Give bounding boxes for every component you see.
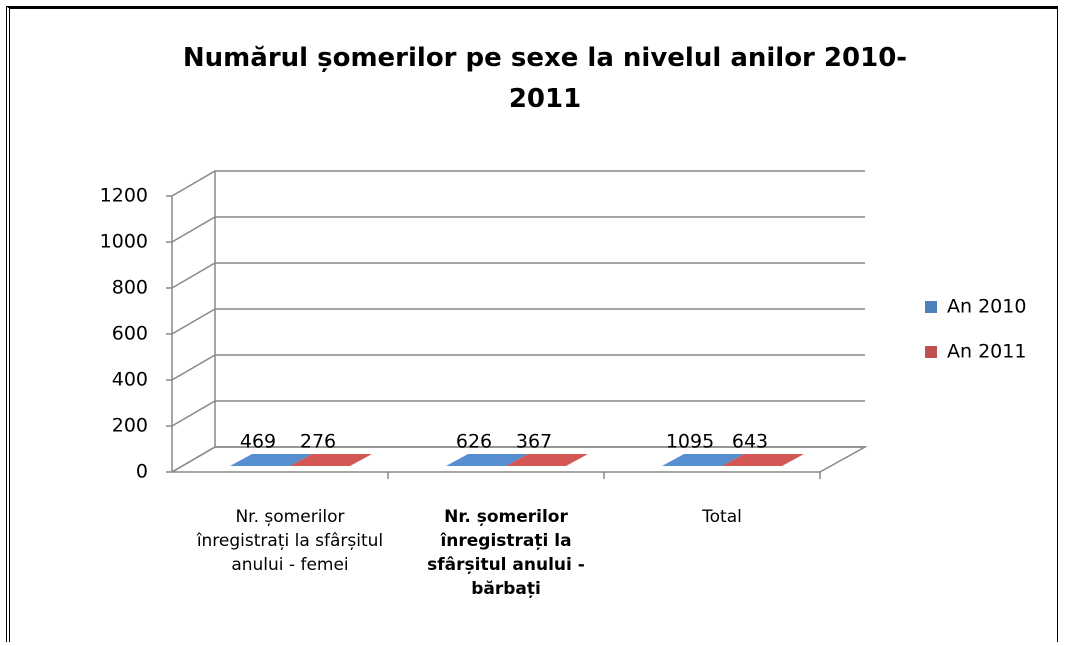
- x-tick-label: Nr. șomerilor înregistrați la sfârșitul …: [427, 507, 585, 599]
- value-label: 626: [456, 431, 492, 453]
- frame: [6, 6, 1058, 642]
- value-label: 367: [516, 431, 552, 453]
- grid-line: [171, 170, 865, 197]
- grid-line: [171, 216, 865, 243]
- y-tick-label: 200: [112, 415, 148, 437]
- y-tick-label: 0: [136, 461, 148, 483]
- bar-top: [722, 454, 804, 466]
- value-label: 469: [240, 431, 276, 453]
- x-tick-label: Nr. șomerilor înregistrați la sfârșitul …: [196, 507, 384, 575]
- y-tick-label: 800: [112, 277, 148, 299]
- bar-top: [230, 454, 312, 466]
- grid-line: [171, 400, 865, 427]
- legend-label: An 2010: [947, 296, 1026, 318]
- value-label: 643: [732, 431, 768, 453]
- x-tick-label: Total: [702, 507, 742, 527]
- legend-swatch: [925, 346, 937, 358]
- chart-title: Numărul șomerilor pe sexe la nivelul ani…: [182, 43, 908, 114]
- bar-top: [662, 454, 744, 466]
- legend-label: An 2011: [947, 341, 1026, 363]
- legend-swatch: [925, 301, 937, 313]
- bar-top: [506, 454, 588, 466]
- grid-line: [171, 308, 865, 335]
- y-tick-label: 400: [112, 369, 148, 391]
- value-label: 1095: [666, 431, 714, 453]
- y-tick-label: 600: [112, 323, 148, 345]
- grid-line: [171, 446, 865, 473]
- y-tick-label: 1200: [100, 185, 148, 207]
- value-label: 276: [300, 431, 336, 453]
- bar-top: [290, 454, 372, 466]
- y-tick-label: 1000: [100, 231, 148, 253]
- grid-line: [171, 354, 865, 381]
- bar-top: [446, 454, 528, 466]
- grid-line: [171, 262, 865, 289]
